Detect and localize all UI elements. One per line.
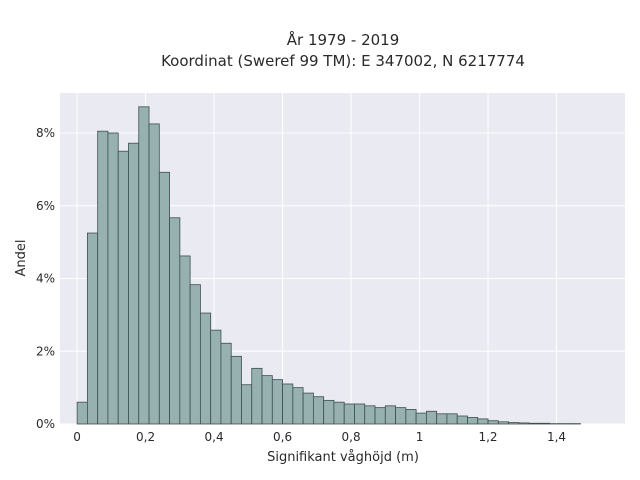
x-tick-label: 0,8 — [342, 430, 361, 444]
x-axis-ticks: 0 0,2 0,4 0,6 0,8 1 1,2 1,4 — [73, 430, 566, 444]
histogram-bar — [282, 383, 294, 425]
histogram-bar — [508, 422, 520, 425]
histogram-bar — [169, 217, 181, 425]
histogram-bar — [323, 399, 335, 425]
histogram-bar — [384, 405, 396, 425]
chart-title-line-2: Koordinat (Sweref 99 TM): E 347002, N 62… — [161, 52, 525, 70]
histogram-bar — [405, 409, 417, 425]
y-tick-label: 4% — [36, 272, 55, 286]
y-tick-label: 8% — [36, 126, 55, 140]
histogram-bar — [518, 422, 530, 425]
x-axis-label: Signifikant våghöjd (m) — [267, 450, 419, 465]
y-tick-label: 2% — [36, 344, 55, 358]
histogram-bar — [528, 422, 540, 425]
y-tick-label: 0% — [36, 417, 55, 431]
histogram-bar — [333, 401, 345, 425]
histogram-bar — [251, 367, 263, 425]
histogram-bar — [456, 415, 468, 425]
histogram-bar — [446, 413, 458, 425]
histogram-bar — [354, 403, 366, 425]
histogram-bar — [415, 412, 427, 425]
histogram-bar — [230, 355, 242, 425]
histogram-bar — [148, 123, 160, 425]
histogram-bar — [220, 342, 232, 425]
x-tick-label: 1 — [416, 430, 424, 444]
histogram-bar — [312, 396, 325, 425]
histogram-bar — [436, 413, 448, 425]
x-tick-label: 1,4 — [547, 430, 566, 444]
chart-title-line-1: År 1979 - 2019 — [287, 30, 400, 49]
histogram-bar — [343, 403, 355, 425]
x-tick-label: 0,4 — [205, 430, 224, 444]
histogram-bar — [158, 171, 170, 425]
histogram-bars — [76, 106, 581, 425]
histogram-bar — [107, 132, 119, 425]
histogram-bar — [364, 405, 376, 425]
histogram-bar — [261, 375, 273, 425]
histogram-bar — [271, 379, 283, 425]
histogram-bar — [477, 418, 489, 425]
histogram-bar — [189, 284, 201, 425]
histogram-bar — [76, 401, 88, 425]
histogram-bar — [117, 150, 129, 425]
x-tick-label: 0 — [73, 430, 81, 444]
y-axis-label: Andel — [14, 240, 29, 277]
y-axis-ticks: 0% 2% 4% 6% 8% — [36, 126, 55, 431]
histogram-bar — [199, 312, 212, 425]
histogram-bar — [292, 387, 304, 425]
histogram-bar — [302, 392, 314, 425]
x-tick-label: 1,2 — [478, 430, 497, 444]
histogram-bar — [395, 407, 407, 425]
histogram-bar — [138, 106, 150, 425]
x-tick-label: 0,2 — [136, 430, 155, 444]
histogram-bar — [497, 421, 509, 425]
histogram-bar — [210, 329, 222, 425]
histogram-bar — [241, 384, 253, 425]
histogram-bar — [374, 407, 386, 425]
histogram-bar — [487, 420, 499, 425]
x-tick-label: 0,6 — [273, 430, 292, 444]
histogram-bar — [97, 130, 109, 425]
histogram-bar — [179, 255, 191, 425]
histogram-bar — [86, 232, 99, 425]
histogram-bar — [467, 417, 479, 425]
histogram-bar — [538, 422, 551, 425]
histogram-bar — [425, 410, 438, 425]
histogram-bar — [128, 142, 140, 425]
y-tick-label: 6% — [36, 199, 55, 213]
